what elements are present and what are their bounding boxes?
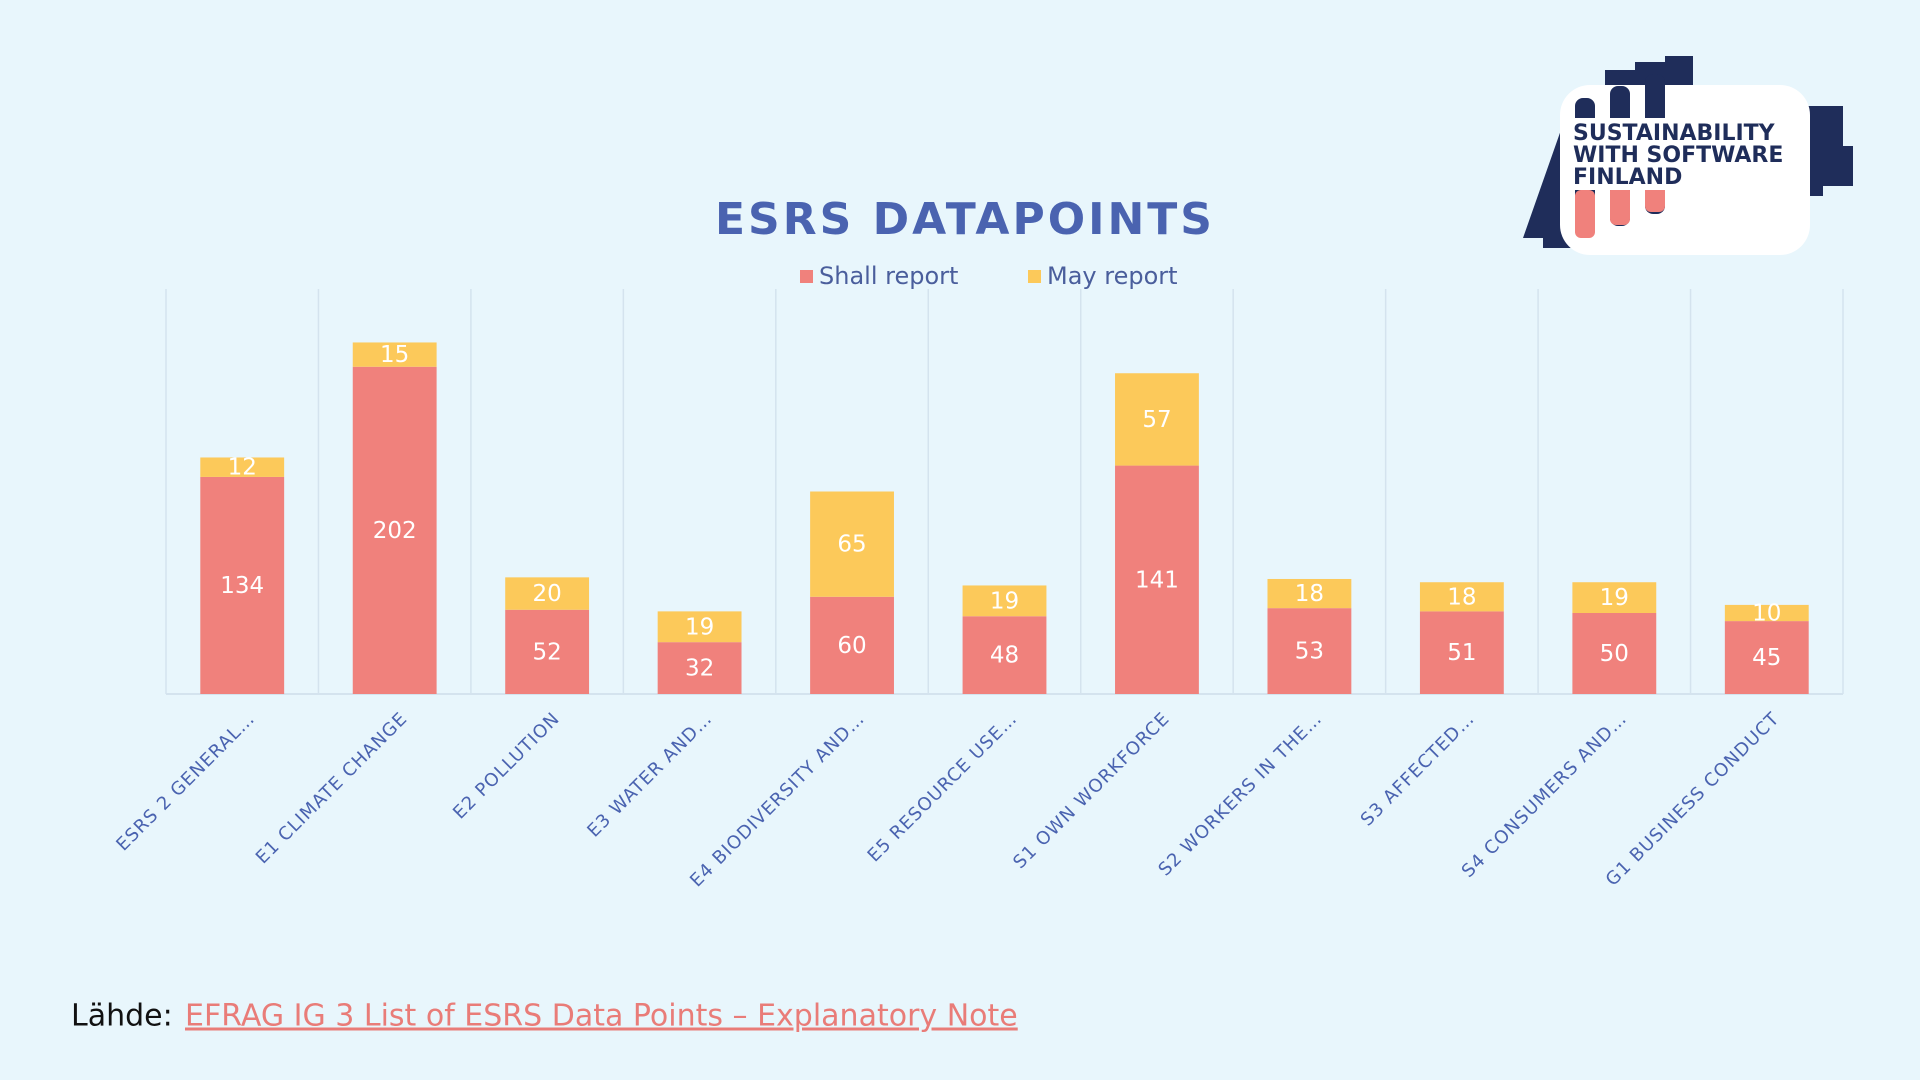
source-link[interactable]: EFRAG IG 3 List of ESRS Data Points – Ex…	[185, 999, 1018, 1034]
value-label: 19	[990, 588, 1019, 614]
legend-label: Shall report	[819, 262, 958, 290]
bar-segment	[200, 457, 285, 477]
value-label: 19	[1600, 585, 1629, 611]
value-label: 15	[380, 342, 409, 368]
bar-segment	[505, 609, 590, 694]
bar-segment	[505, 577, 590, 610]
value-label: 53	[1295, 639, 1324, 665]
value-label: 141	[1135, 567, 1179, 593]
x-tick-label: S4 CONSUMERS AND…	[1458, 708, 1632, 882]
x-tick-label: S3 AFFECTED…	[1357, 708, 1479, 830]
x-tick-label: S1 OWN WORKFORCE	[1009, 708, 1174, 873]
bar-segment	[1419, 582, 1504, 612]
logo-text-bg	[1568, 118, 1808, 190]
x-tick-label: ESRS 2 GENERAL…	[112, 708, 259, 855]
value-label: 52	[532, 639, 561, 665]
bar-segment	[352, 366, 437, 694]
bar-segment	[810, 491, 894, 597]
value-label: 20	[532, 581, 561, 607]
value-label: 32	[685, 656, 714, 682]
bar-segment	[657, 642, 742, 694]
bar-segment	[962, 585, 1047, 617]
bar-segment	[810, 596, 894, 694]
logo-bar-accent	[1575, 190, 1595, 238]
value-label: 18	[1295, 581, 1324, 607]
value-label: 48	[990, 643, 1019, 669]
bar-segment	[1115, 373, 1199, 466]
bar-segment	[1572, 613, 1657, 694]
value-label: 57	[1142, 407, 1171, 433]
value-label: 202	[373, 518, 417, 544]
value-label: 65	[837, 532, 866, 558]
value-label: 10	[1752, 601, 1781, 627]
value-label: 12	[228, 455, 257, 481]
bar-segment	[1267, 608, 1352, 694]
bar-segment	[1724, 621, 1809, 694]
value-label: 134	[220, 573, 264, 599]
x-tick-label: S2 WORKERS IN THE…	[1154, 708, 1326, 880]
footer-label: Lähde:	[71, 999, 173, 1034]
legend-swatch	[1028, 270, 1041, 283]
logo-bar-accent	[1610, 185, 1630, 225]
bar-segment	[1267, 578, 1352, 609]
bar-segment	[352, 342, 437, 367]
value-label: 45	[1752, 645, 1781, 671]
x-tick-label: E5 RESOURCE USE…	[864, 708, 1022, 866]
value-label: 19	[685, 614, 714, 640]
bar-segment	[1572, 582, 1657, 613]
value-label: 60	[837, 633, 866, 659]
value-label: 51	[1447, 640, 1476, 666]
bar-segment	[200, 476, 285, 694]
value-label: 50	[1600, 641, 1629, 667]
legend-label: May report	[1047, 262, 1178, 290]
logo-text: FINLAND	[1573, 165, 1682, 190]
legend-swatch	[800, 270, 813, 283]
logo-text: SUSTAINABILITY	[1573, 121, 1776, 146]
logo-text: WITH SOFTWARE	[1573, 143, 1783, 168]
value-label: 18	[1447, 584, 1476, 610]
x-tick-label: E2 POLLUTION	[449, 708, 564, 823]
bar-segment	[1419, 611, 1504, 694]
logo: SUSTAINABILITY WITH SOFTWARE FINLAND	[1523, 56, 1853, 255]
x-tick-label: G1 BUSINESS CONDUCT	[1602, 708, 1784, 890]
x-tick-label: E4 BIODIVERSITY AND…	[686, 708, 869, 891]
bar-segment	[1115, 465, 1199, 694]
bar-segment	[657, 611, 742, 643]
x-tick-label: E1 CLIMATE CHANGE	[252, 708, 412, 868]
x-tick-label: E3 WATER AND…	[583, 708, 716, 841]
bar-segment	[1724, 604, 1809, 622]
bar-segment	[962, 616, 1047, 694]
chart-title: ESRS DATAPOINTS	[715, 194, 1215, 245]
